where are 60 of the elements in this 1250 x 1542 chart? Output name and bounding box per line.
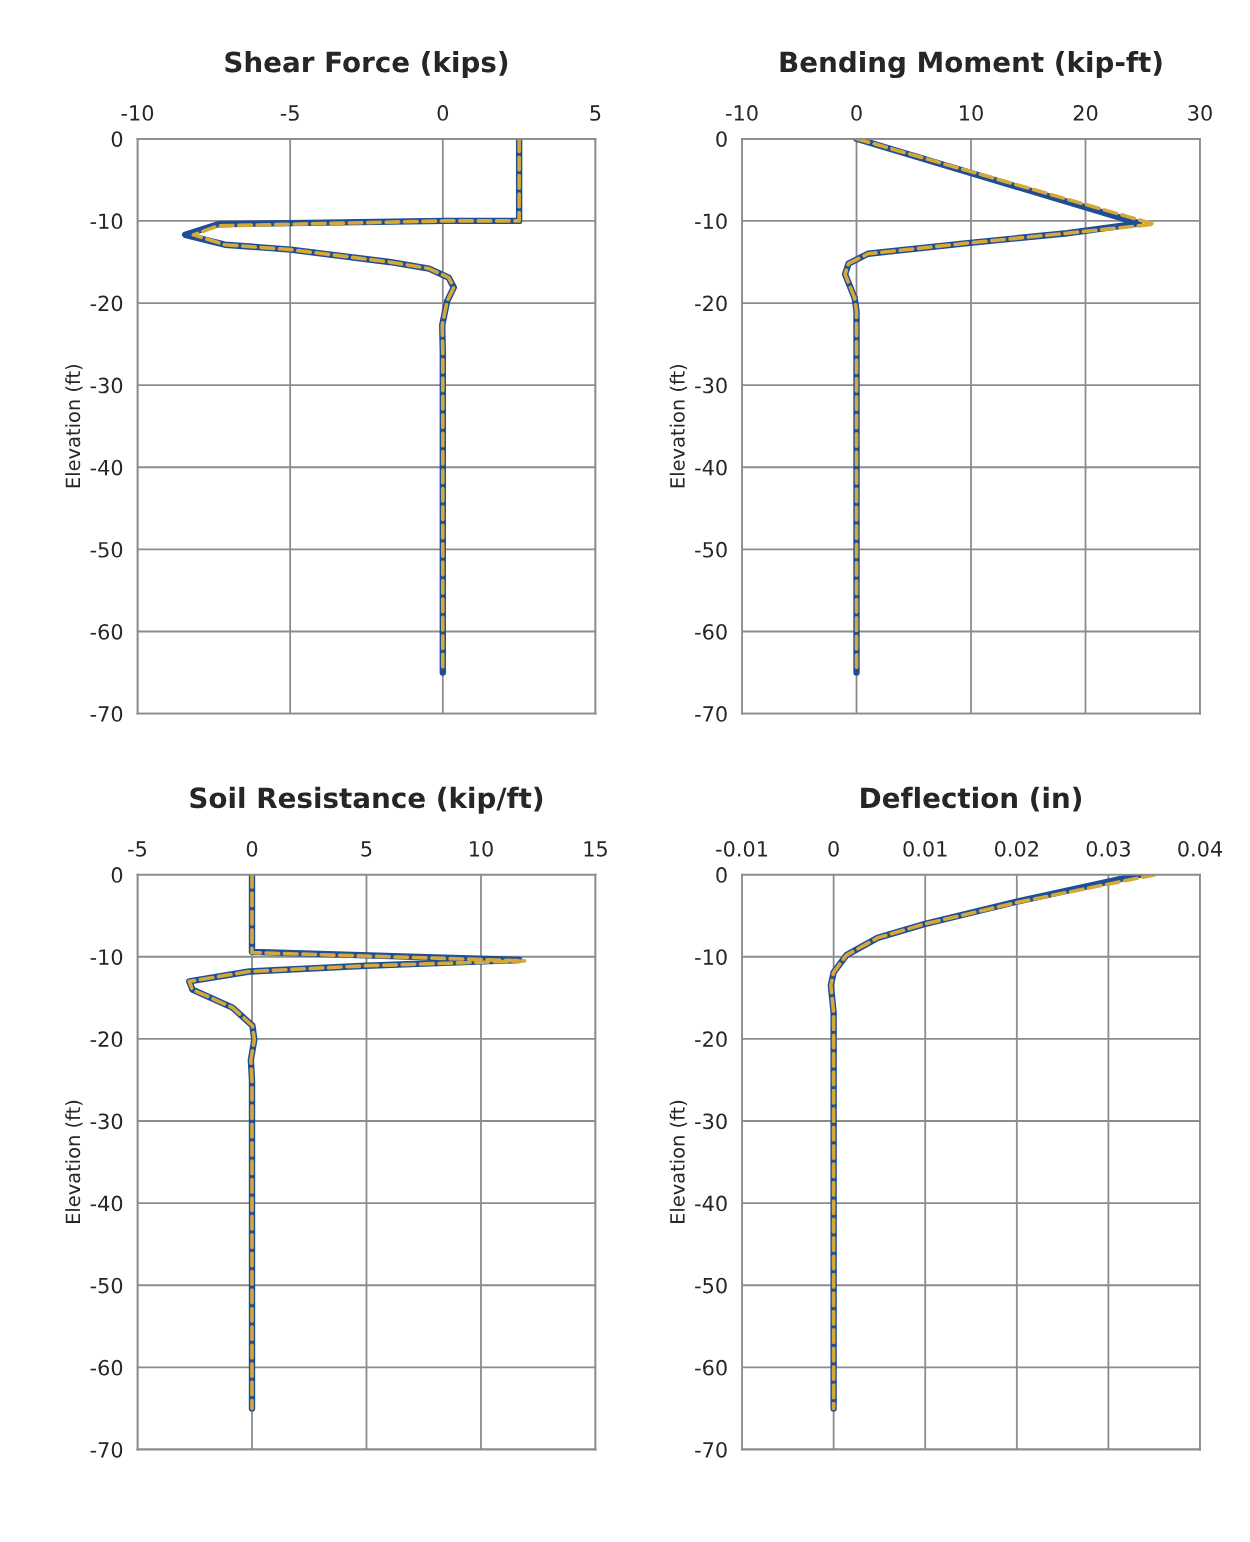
y-tick-label: -40: [90, 459, 123, 476]
y-tick-label: -10: [90, 949, 123, 965]
x-tick-label: -0.01: [716, 840, 768, 857]
y-tick-label: -70: [90, 1441, 123, 1458]
y-axis-title: Elevation (ft): [669, 1100, 688, 1224]
x-tick-label: 0.04: [1178, 840, 1223, 857]
y-tick-label: -40: [695, 1195, 727, 1212]
chart-title: Bending Moment (kip-ft): [780, 51, 1162, 79]
y-axis-title: Elevation (ft): [65, 364, 83, 488]
y-tick-label: -20: [695, 295, 727, 312]
y-tick-label: -10: [90, 213, 123, 230]
y-tick-label: -10: [695, 213, 727, 230]
x-tick-label: 5: [590, 105, 601, 121]
y-axis-title: Elevation (ft): [65, 1100, 83, 1224]
y-tick-label: -30: [695, 1113, 727, 1130]
y-axis-title: Elevation (ft): [669, 364, 688, 488]
y-tick-label: -70: [695, 706, 727, 722]
y-tick-label: -20: [695, 1031, 727, 1048]
x-tick-label: 0: [246, 840, 258, 857]
x-tick-label: -10: [121, 105, 154, 121]
y-tick-label: -70: [695, 1441, 727, 1458]
x-tick-label: -5: [280, 105, 299, 121]
y-tick-label: 0: [716, 867, 727, 883]
y-tick-label: 0: [111, 867, 123, 883]
x-tick-label: 10: [470, 840, 493, 857]
y-tick-label: -30: [90, 377, 123, 394]
x-tick-label: 15: [584, 841, 607, 857]
x-tick-label: 30: [1188, 105, 1212, 121]
x-tick-label: 0.03: [1086, 840, 1130, 857]
x-tick-label: -5: [128, 841, 147, 857]
y-tick-label: -50: [90, 541, 123, 558]
y-tick-label: -50: [695, 1277, 727, 1294]
y-tick-label: -20: [90, 1031, 123, 1048]
chart-title: Deflection (in): [861, 786, 1082, 812]
x-tick-label: 10: [960, 105, 983, 121]
y-tick-label: 0: [111, 131, 123, 147]
y-tick-label: -10: [695, 949, 727, 965]
y-tick-label: -70: [90, 706, 123, 722]
x-tick-label: 0.01: [903, 840, 947, 857]
x-tick-label: -10: [726, 105, 758, 121]
x-tick-label: 0: [828, 840, 839, 857]
x-tick-label: 5: [361, 841, 372, 857]
y-tick-label: -40: [90, 1195, 123, 1212]
y-tick-label: 0: [716, 131, 727, 147]
x-tick-label: 0: [437, 105, 449, 121]
y-tick-label: -50: [90, 1277, 123, 1294]
chart-title: Shear Force (kips): [225, 51, 508, 78]
chart-title: Soil Resistance (kip/ft): [190, 786, 543, 814]
x-tick-label: 0.02: [994, 840, 1038, 857]
y-tick-label: -20: [90, 295, 123, 312]
y-tick-label: -60: [695, 1359, 727, 1376]
y-tick-label: -30: [90, 1113, 123, 1130]
x-tick-label: 20: [1073, 105, 1098, 121]
y-tick-label: -30: [695, 377, 727, 394]
y-tick-label: -50: [695, 541, 727, 558]
y-tick-label: -60: [695, 623, 727, 640]
x-tick-label: 0: [851, 105, 862, 121]
y-tick-label: -40: [695, 459, 727, 476]
y-tick-label: -60: [90, 623, 123, 640]
y-tick-label: -60: [90, 1359, 123, 1376]
